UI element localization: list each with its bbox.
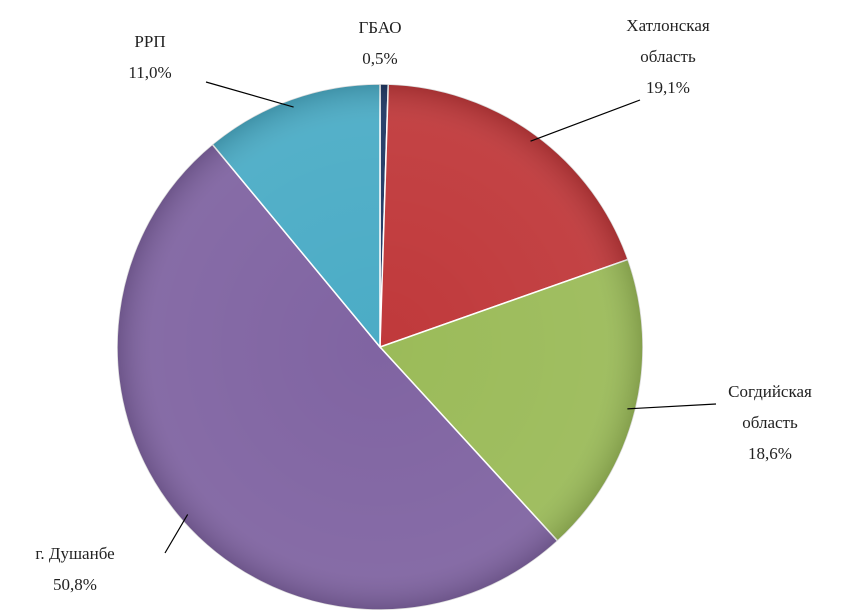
category-label: г. Душанбе (35, 544, 115, 563)
category-label: РРП (134, 32, 166, 51)
value-label: 18,6% (748, 444, 792, 463)
leader-line (164, 514, 189, 554)
category-label: Согдийская область (728, 382, 812, 432)
category-label: ГБАО (358, 18, 402, 37)
category-label: Хатлонская область (626, 16, 710, 66)
data-label: г. Душанбе 50,8% (13, 538, 137, 600)
data-label: Хатлонская область 19,1% (606, 10, 730, 103)
value-label: 19,1% (646, 78, 690, 97)
value-label: 50,8% (53, 575, 97, 594)
leader-line (530, 99, 641, 142)
value-label: 0,5% (362, 49, 398, 68)
data-label: РРП 11,0% (88, 26, 212, 88)
data-label: ГБАО 0,5% (318, 12, 442, 74)
leader-line (205, 81, 294, 108)
data-label: Согдийская область 18,6% (708, 376, 832, 469)
leader-line (627, 403, 717, 410)
value-label: 11,0% (128, 63, 172, 82)
